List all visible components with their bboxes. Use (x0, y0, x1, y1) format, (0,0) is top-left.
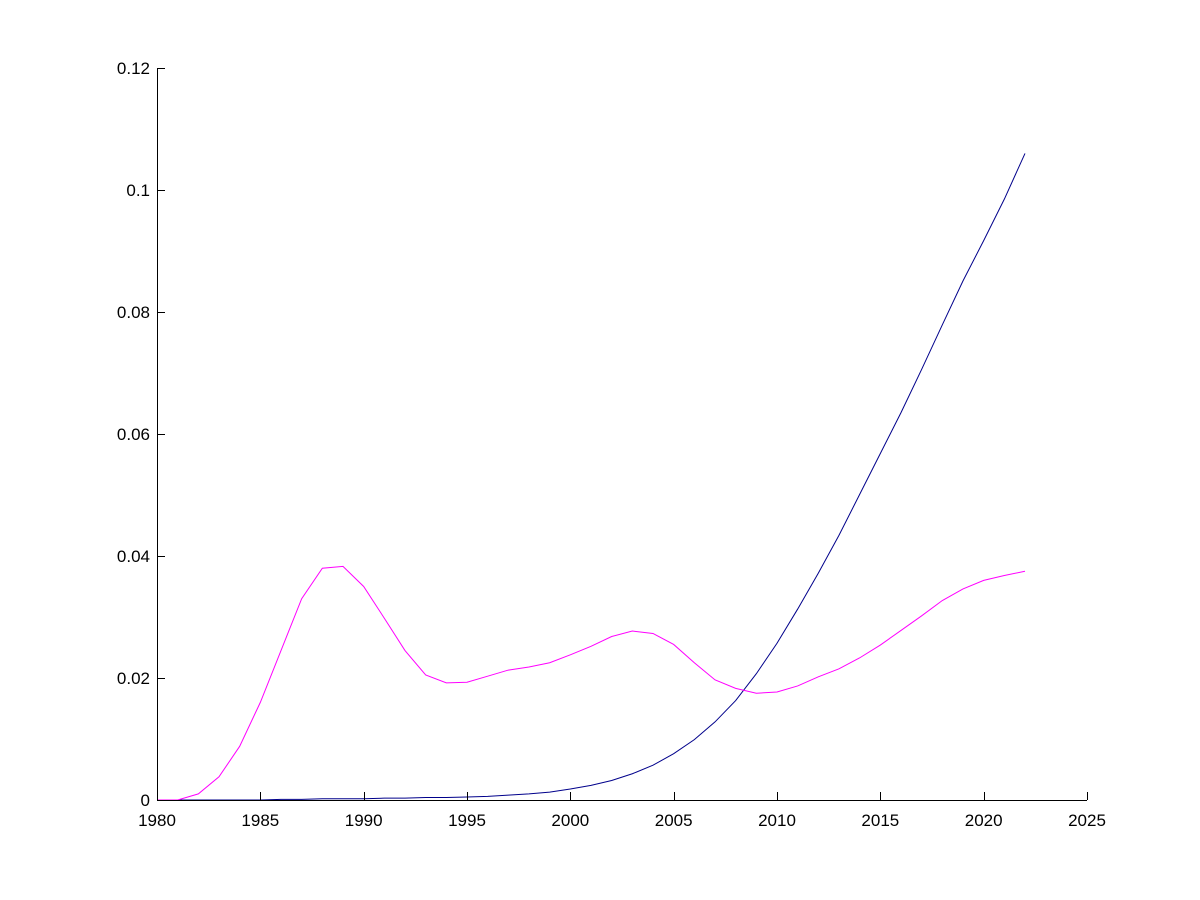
x-tick-label: 2010 (758, 811, 796, 830)
x-tick-label: 2015 (861, 811, 899, 830)
y-tick-label: 0.1 (126, 181, 150, 200)
x-tick-label: 1985 (241, 811, 279, 830)
y-tick-label: 0.12 (117, 59, 150, 78)
series-layer (157, 153, 1026, 801)
x-tick-label: 1995 (448, 811, 486, 830)
x-tick-label: 1990 (345, 811, 383, 830)
ticks-layer: 1980 1985 1990 1995 2000 2005 2010 2015 2020 2025… (117, 59, 1106, 830)
x-tick-label: 2020 (965, 811, 1003, 830)
y-tick-label: 0.06 (117, 425, 150, 444)
y-tick-label: 0.08 (117, 303, 150, 322)
series-line-2 (157, 565, 1026, 801)
y-tick-label: 0.02 (117, 669, 150, 688)
x-tick-label: 1980 (138, 811, 176, 830)
x-tick-label: 2025 (1068, 811, 1106, 830)
axes-layer (157, 68, 1087, 801)
x-tick-label: 2000 (551, 811, 589, 830)
y-tick-label: 0 (141, 791, 150, 810)
x-tick-label: 2005 (655, 811, 693, 830)
y-tick-label: 0.04 (117, 547, 150, 566)
series-line-1 (157, 153, 1026, 801)
